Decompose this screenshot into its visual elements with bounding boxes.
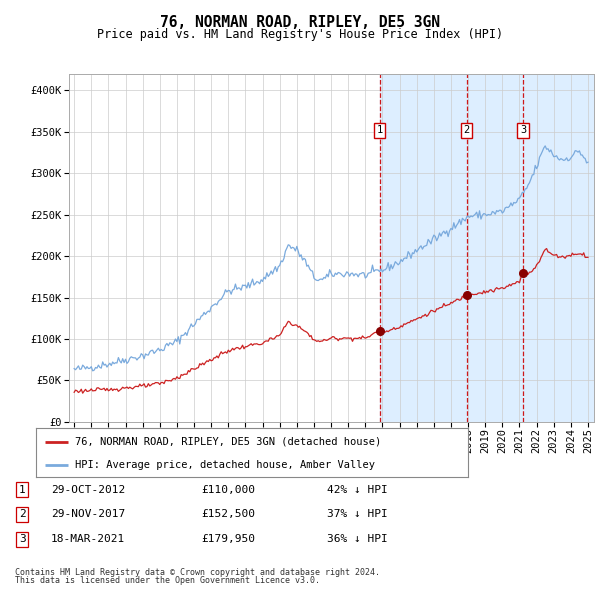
Text: This data is licensed under the Open Government Licence v3.0.: This data is licensed under the Open Gov… [15,576,320,585]
Text: 29-NOV-2017: 29-NOV-2017 [51,510,125,519]
Bar [380,74,594,422]
Text: 1: 1 [19,485,26,494]
Text: £179,950: £179,950 [201,535,255,544]
Text: 2: 2 [19,510,26,519]
Text: 1: 1 [376,125,383,135]
Text: 2: 2 [464,125,470,135]
Text: Contains HM Land Registry data © Crown copyright and database right 2024.: Contains HM Land Registry data © Crown c… [15,568,380,577]
Text: 3: 3 [520,125,526,135]
Text: 42% ↓ HPI: 42% ↓ HPI [327,485,388,494]
Text: £152,500: £152,500 [201,510,255,519]
Text: 18-MAR-2021: 18-MAR-2021 [51,535,125,544]
Text: 3: 3 [19,535,26,544]
Text: 36% ↓ HPI: 36% ↓ HPI [327,535,388,544]
Text: HPI: Average price, detached house, Amber Valley: HPI: Average price, detached house, Ambe… [75,460,375,470]
Text: Price paid vs. HM Land Registry's House Price Index (HPI): Price paid vs. HM Land Registry's House … [97,28,503,41]
Text: £110,000: £110,000 [201,485,255,494]
Text: 76, NORMAN ROAD, RIPLEY, DE5 3GN: 76, NORMAN ROAD, RIPLEY, DE5 3GN [160,15,440,30]
Text: 29-OCT-2012: 29-OCT-2012 [51,485,125,494]
Text: 76, NORMAN ROAD, RIPLEY, DE5 3GN (detached house): 76, NORMAN ROAD, RIPLEY, DE5 3GN (detach… [75,437,381,447]
Text: 37% ↓ HPI: 37% ↓ HPI [327,510,388,519]
